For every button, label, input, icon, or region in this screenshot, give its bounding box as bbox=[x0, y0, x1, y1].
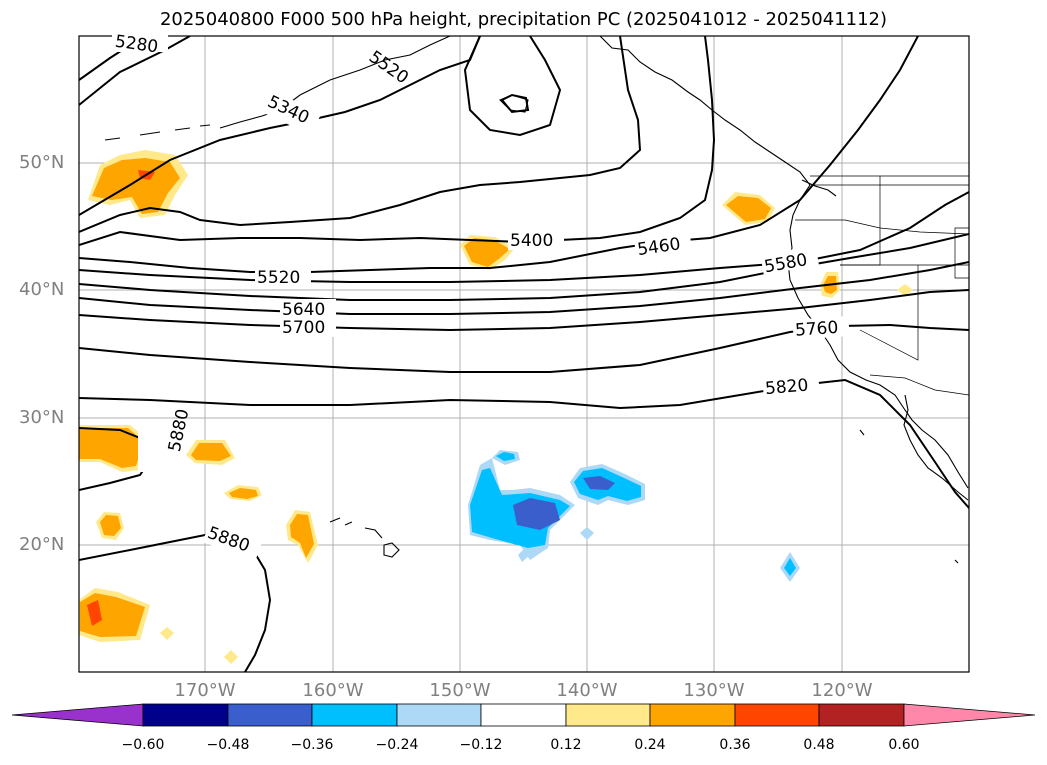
contour-5760 bbox=[79, 323, 969, 373]
lon-label-150w: 150°W bbox=[429, 680, 491, 701]
map-title: 2025040800 F000 500 hPa height, precipit… bbox=[159, 9, 888, 30]
colorbar-segment bbox=[311, 703, 398, 727]
height-contours bbox=[79, 36, 969, 672]
lat-label-50n: 50°N bbox=[19, 152, 65, 173]
colorbar-tick-label: 0.24 bbox=[634, 737, 666, 753]
lon-label-160w: 160°W bbox=[302, 680, 364, 701]
colorbar-segment bbox=[480, 703, 567, 727]
contour-5400 bbox=[79, 36, 481, 216]
borders bbox=[795, 175, 969, 396]
lon-label-130w: 130°W bbox=[683, 680, 745, 701]
contour-5820 bbox=[79, 378, 969, 509]
contour-5580 bbox=[79, 233, 969, 301]
colorbar-tick-label: −0.36 bbox=[290, 737, 334, 753]
lat-label-40n: 40°N bbox=[19, 279, 65, 300]
colorbar-tick-label: 0.60 bbox=[888, 737, 920, 753]
lat-label-30n: 30°N bbox=[19, 407, 65, 428]
colorbar-segment bbox=[396, 703, 482, 727]
colorbar-segment bbox=[565, 703, 651, 727]
colorbar-extend-max bbox=[903, 703, 1036, 727]
colorbar-segment bbox=[734, 703, 820, 727]
colorbar-tick-label: −0.60 bbox=[121, 737, 165, 753]
colorbar bbox=[11, 703, 1036, 727]
lon-label-170w: 170°W bbox=[174, 680, 236, 701]
contour-5700 bbox=[79, 289, 969, 332]
colorbar-segment bbox=[818, 703, 905, 727]
contour-label-5400: 5400 bbox=[510, 231, 553, 251]
contour-labels: 5280 5340 5400 5460 5520 5580 5640 5700 … bbox=[112, 30, 850, 562]
contour-label-5700: 5700 bbox=[282, 318, 325, 338]
colorbar-tick-label: 0.36 bbox=[719, 737, 751, 753]
colorbar-extend-min bbox=[11, 703, 144, 727]
precip-negative-shading bbox=[468, 450, 800, 582]
contour-5880-lower bbox=[79, 531, 272, 672]
map-frame bbox=[78, 35, 970, 673]
colorbar-segment bbox=[649, 703, 736, 727]
colorbar-segment bbox=[142, 703, 229, 727]
precip-positive-shading bbox=[79, 150, 913, 664]
colorbar-tick-label: −0.12 bbox=[459, 737, 503, 753]
lon-label-140w: 140°W bbox=[556, 680, 618, 701]
colorbar-tick-label: −0.24 bbox=[375, 737, 419, 753]
lon-label-120w: 120°W bbox=[811, 680, 873, 701]
colorbar-tick-label: 0.12 bbox=[550, 737, 582, 753]
colorbar-tick-label: 0.48 bbox=[803, 737, 835, 753]
contour-5640 bbox=[79, 261, 969, 315]
contour-label-5760: 5760 bbox=[794, 318, 839, 341]
contour-label-5820: 5820 bbox=[764, 375, 809, 399]
contour-5520 bbox=[79, 191, 969, 283]
contour-label-5520: 5520 bbox=[257, 268, 300, 288]
contour-label-5640: 5640 bbox=[282, 300, 325, 320]
contour-5340 bbox=[79, 36, 191, 106]
lat-label-20n: 20°N bbox=[19, 534, 65, 555]
colorbar-segment bbox=[227, 703, 313, 727]
colorbar-tick-label: −0.48 bbox=[206, 737, 250, 753]
contour-5460 bbox=[79, 36, 919, 273]
